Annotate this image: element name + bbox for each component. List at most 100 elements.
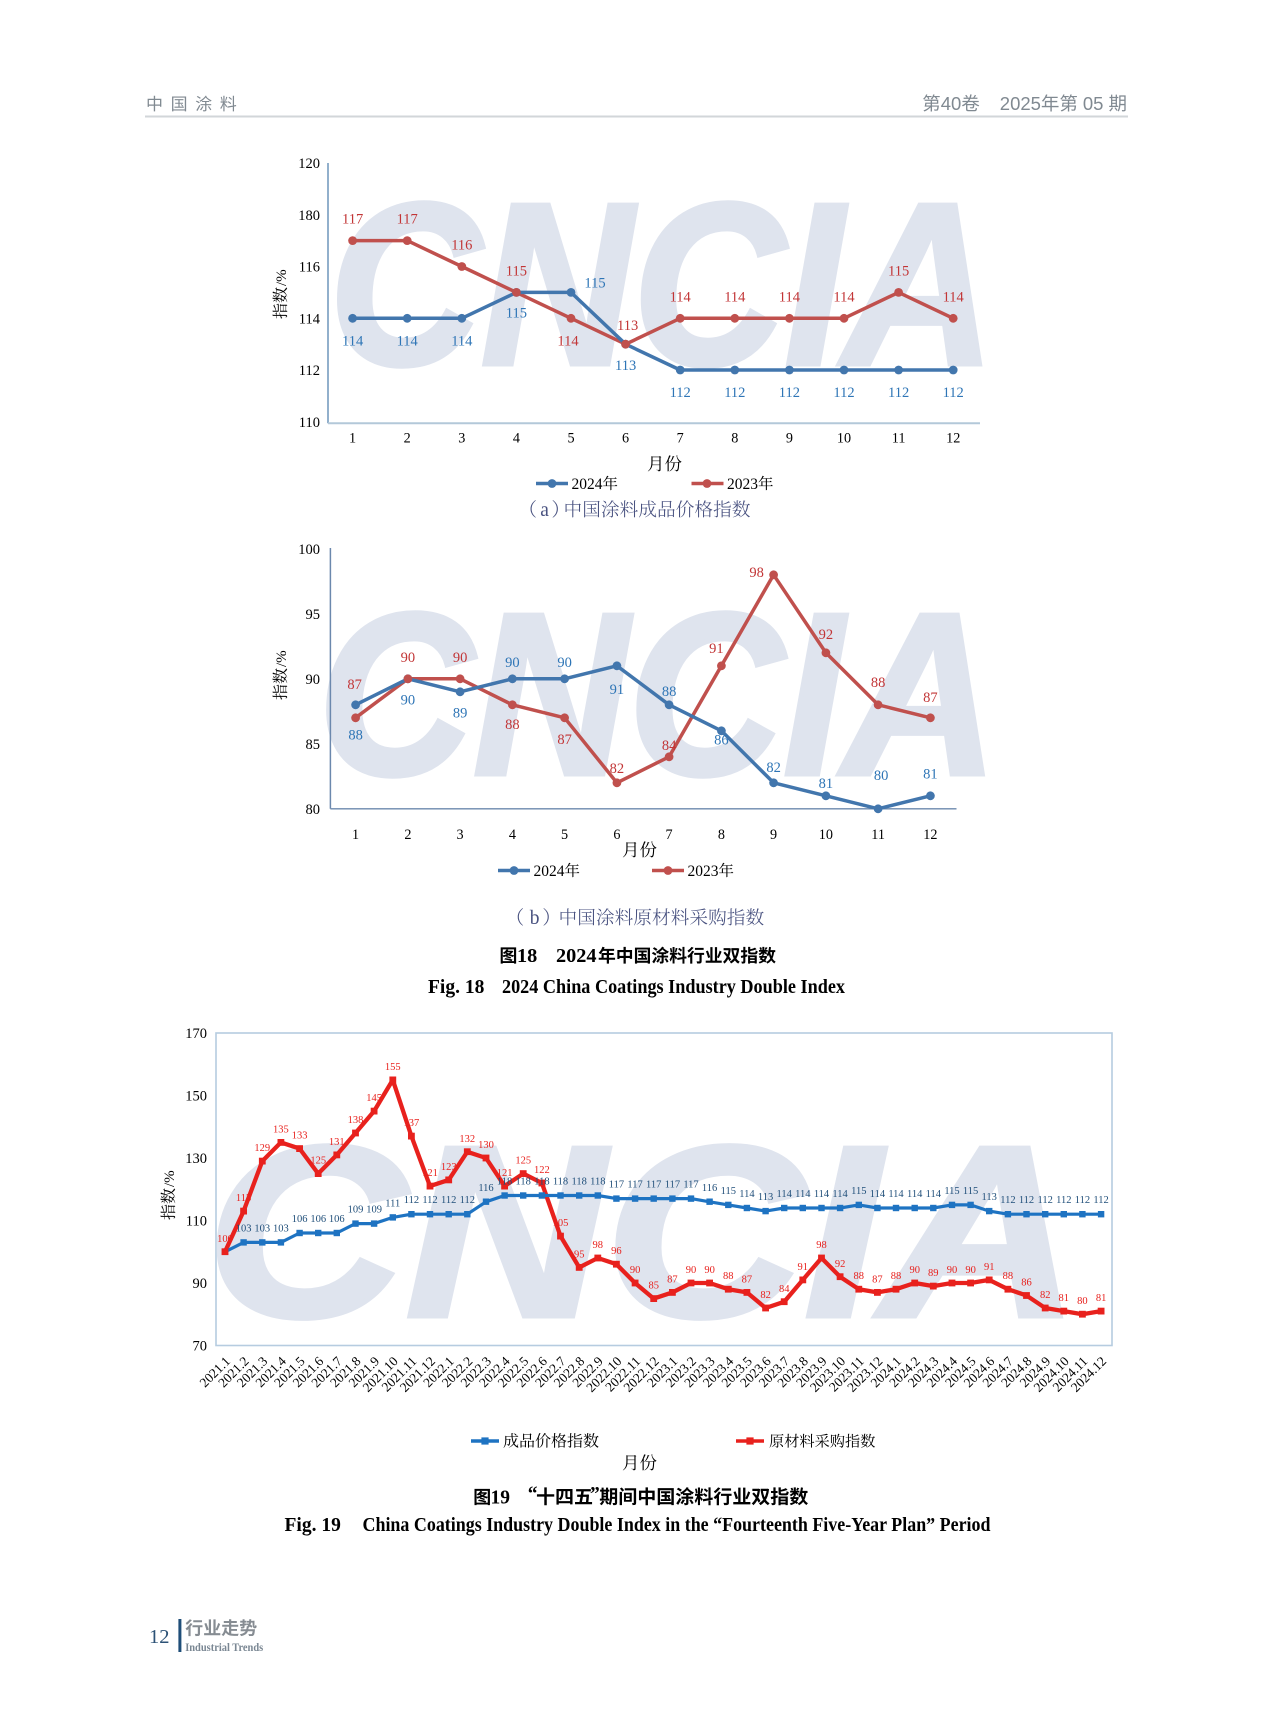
svg-text:112: 112: [1000, 1195, 1015, 1206]
svg-text:112: 112: [460, 1195, 475, 1206]
svg-text:114: 114: [557, 333, 579, 349]
svg-text:92: 92: [835, 1259, 846, 1270]
svg-text:121: 121: [497, 1168, 513, 1179]
svg-text:112: 112: [1075, 1195, 1090, 1206]
svg-text:132: 132: [459, 1134, 475, 1145]
svg-text:5: 5: [561, 827, 568, 843]
svg-text:114: 114: [451, 333, 473, 349]
svg-text:/%: /%: [274, 269, 290, 286]
svg-text:112: 112: [888, 385, 909, 401]
svg-text:95: 95: [574, 1249, 585, 1260]
svg-text:90: 90: [965, 1265, 976, 1276]
svg-text:112: 112: [1093, 1195, 1108, 1206]
svg-text:112: 112: [670, 385, 691, 401]
svg-text:Industrial Trends: Industrial Trends: [185, 1640, 263, 1654]
svg-text:114: 114: [724, 289, 746, 305]
svg-text:88: 88: [723, 1271, 734, 1282]
svg-text:106: 106: [329, 1214, 345, 1225]
svg-text:3: 3: [458, 431, 465, 447]
svg-text:70: 70: [193, 1339, 208, 1355]
svg-text:110: 110: [186, 1214, 207, 1230]
svg-text:/%: /%: [162, 1170, 178, 1187]
svg-text:China Coatings Industry Double: China Coatings Industry Double Index in …: [363, 1515, 991, 1536]
svg-text:Fig. 18: Fig. 18: [428, 977, 485, 998]
svg-text:81: 81: [819, 776, 834, 792]
svg-text:170: 170: [185, 1026, 207, 1042]
svg-text:7: 7: [666, 827, 673, 843]
svg-text:109: 109: [366, 1205, 382, 1216]
svg-text:115: 115: [963, 1186, 978, 1197]
svg-text:117: 117: [665, 1180, 680, 1191]
svg-text:116: 116: [451, 238, 472, 254]
svg-text:98: 98: [593, 1240, 604, 1251]
svg-text:8: 8: [718, 827, 725, 843]
svg-text:120: 120: [298, 156, 320, 172]
svg-text:90: 90: [306, 672, 321, 688]
svg-text:137: 137: [404, 1118, 420, 1129]
svg-text:88: 88: [1003, 1271, 1014, 1282]
svg-text:130: 130: [478, 1140, 494, 1151]
svg-text:88: 88: [662, 684, 677, 700]
svg-text:85: 85: [648, 1281, 659, 1292]
svg-text:82: 82: [766, 760, 781, 776]
svg-text:100: 100: [217, 1234, 233, 1245]
svg-text:113: 113: [982, 1192, 997, 1203]
svg-text:135: 135: [273, 1124, 289, 1135]
svg-text:150: 150: [185, 1089, 207, 1105]
svg-text:118: 118: [590, 1177, 605, 1188]
svg-text:92: 92: [819, 627, 834, 643]
svg-text:112: 112: [724, 385, 745, 401]
svg-text:118: 118: [553, 1177, 568, 1188]
svg-text:6: 6: [622, 431, 629, 447]
svg-text:116: 116: [702, 1183, 717, 1194]
svg-text:88: 88: [871, 675, 886, 691]
svg-text:90: 90: [193, 1276, 208, 1292]
svg-text:90: 90: [505, 655, 520, 671]
svg-text:91: 91: [709, 641, 724, 657]
svg-text:87: 87: [347, 677, 362, 693]
svg-text:12: 12: [149, 1626, 170, 1648]
svg-text:111: 111: [385, 1198, 400, 1209]
svg-text:11: 11: [892, 431, 906, 447]
svg-text:90: 90: [453, 650, 468, 666]
svg-text:3: 3: [457, 827, 464, 843]
svg-text:90: 90: [557, 655, 572, 671]
svg-text:05: 05: [1083, 93, 1104, 114]
svg-text:87: 87: [923, 690, 938, 706]
svg-text:a: a: [540, 500, 549, 521]
svg-text:114: 114: [814, 1189, 830, 1200]
svg-text:10: 10: [819, 827, 833, 843]
svg-text:112: 112: [404, 1195, 419, 1206]
svg-text:117: 117: [627, 1180, 642, 1191]
svg-text:88: 88: [505, 717, 520, 733]
svg-text:114: 114: [397, 333, 419, 349]
svg-text:86: 86: [1021, 1278, 1032, 1289]
svg-text:8: 8: [731, 431, 738, 447]
svg-text:89: 89: [453, 705, 468, 721]
svg-text:105: 105: [553, 1218, 569, 1229]
svg-text:“: “: [528, 1484, 538, 1505]
svg-text:12: 12: [946, 431, 960, 447]
svg-text:114: 114: [832, 1189, 848, 1200]
svg-text:CNCIA: CNCIA: [329, 155, 995, 413]
svg-text:133: 133: [292, 1131, 308, 1142]
svg-text:138: 138: [348, 1115, 364, 1126]
svg-text:6: 6: [613, 827, 620, 843]
svg-text:112: 112: [833, 385, 854, 401]
svg-text:90: 90: [704, 1265, 715, 1276]
svg-text:118: 118: [534, 1177, 549, 1188]
svg-text:12: 12: [923, 827, 937, 843]
svg-text:b: b: [530, 908, 540, 929]
svg-text:103: 103: [254, 1223, 270, 1234]
svg-text:90: 90: [630, 1265, 641, 1276]
svg-text:114: 114: [779, 289, 801, 305]
svg-text:91: 91: [610, 682, 625, 698]
svg-text:40: 40: [941, 93, 962, 114]
svg-text:4: 4: [509, 827, 516, 843]
svg-text:117: 117: [646, 1180, 661, 1191]
svg-text:118: 118: [516, 1177, 531, 1188]
svg-text:115: 115: [851, 1186, 866, 1197]
svg-text:2024 China Coatings Industry D: 2024 China Coatings Industry Double Inde…: [502, 977, 845, 998]
svg-text:118: 118: [497, 1177, 512, 1188]
svg-text:2023: 2023: [688, 863, 719, 880]
